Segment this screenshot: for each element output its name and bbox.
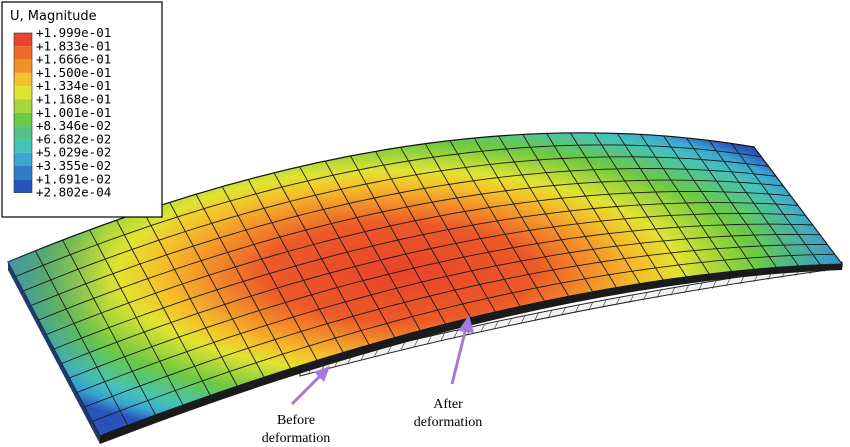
undeformed-mesh-line (547, 310, 553, 319)
mesh-line (76, 234, 821, 393)
legend-value: +1.999e-01 (36, 25, 111, 40)
legend-value: +6.682e-02 (36, 131, 111, 146)
legend-value: +8.346e-02 (36, 118, 111, 133)
legend-swatch (14, 139, 32, 153)
mesh-line (92, 253, 835, 422)
legend-swatch (14, 179, 32, 193)
before-label-line1: Before (277, 413, 315, 428)
legend: U, Magnitude +1.999e-01+1.833e-01+1.666e… (1, 1, 163, 218)
legend-swatch-frame (13, 32, 33, 193)
undeformed-mesh-line (711, 280, 717, 289)
undeformed-mesh-line (493, 321, 499, 330)
undeformed-mesh-line (400, 341, 406, 351)
undeformed-mesh-line (413, 338, 419, 348)
undeformed-mesh-line (507, 318, 512, 327)
legend-value: +3.355e-02 (36, 158, 111, 173)
before-label-line2: deformation (262, 431, 330, 446)
annotation-after: After deformation (414, 315, 482, 430)
legend-swatches (13, 32, 33, 193)
undeformed-mesh-line (427, 335, 432, 345)
legend-swatch (14, 112, 32, 127)
undeformed-mesh-line (684, 285, 689, 294)
before-arrowhead-icon (314, 366, 330, 382)
after-arrow (450, 327, 468, 385)
undeformed-mesh-line (453, 329, 459, 339)
undeformed-mesh-line (520, 315, 526, 324)
mesh-line (15, 144, 762, 277)
after-label-line1: After (433, 397, 463, 412)
legend-value: +1.833e-01 (36, 38, 111, 53)
legend-swatch (14, 86, 32, 100)
after-arrowhead-icon (458, 315, 474, 333)
legend-value: +1.666e-01 (36, 52, 111, 67)
legend-value: +5.029e-02 (36, 145, 111, 160)
undeformed-mesh-line (561, 307, 566, 316)
mesh-line (23, 156, 769, 292)
undeformed-mesh-line (440, 332, 445, 342)
undeformed-mesh-line (629, 294, 634, 303)
legend-labels: +1.999e-01+1.833e-01+1.666e-01+1.500e-01… (36, 25, 111, 200)
annotation-before: Before deformation (262, 366, 330, 446)
legend-swatch (14, 99, 32, 113)
deformed-plate (7, 132, 844, 444)
before-arrow (290, 372, 324, 406)
legend-value: +1.691e-02 (36, 171, 111, 186)
legend-swatch (14, 33, 32, 47)
legend-swatch (14, 152, 32, 166)
mesh-line (61, 213, 806, 364)
legend-swatch (14, 166, 32, 180)
mesh-line (53, 202, 799, 350)
legend-value: +1.168e-01 (36, 92, 111, 107)
after-label-line2: deformation (414, 415, 482, 430)
undeformed-mesh-line (480, 323, 485, 333)
legend-value: +1.001e-01 (36, 105, 111, 120)
mesh-line (38, 179, 784, 321)
undeformed-mesh-line (643, 292, 648, 301)
legend-swatch (14, 72, 32, 87)
mesh-line (30, 168, 777, 306)
mesh-grid (15, 132, 835, 426)
undeformed-mesh-line (698, 282, 703, 292)
legend-value: +1.334e-01 (36, 78, 111, 93)
undeformed-mesh-line (387, 344, 392, 354)
undeformed-mesh-line (574, 304, 580, 314)
undeformed-mesh-line (739, 276, 745, 285)
undeformed-mesh-line (656, 289, 662, 299)
undeformed-mesh-line (725, 278, 731, 287)
legend-swatch (14, 46, 32, 60)
legend-value: +2.802e-04 (36, 185, 111, 200)
undeformed-mesh-line (588, 302, 593, 311)
mesh-line (46, 191, 791, 335)
undeformed-mesh-line (615, 297, 621, 306)
legend-swatch (14, 126, 32, 140)
undeformed-mesh-line (602, 299, 607, 308)
mesh-line (69, 223, 813, 379)
legend-value: +1.500e-01 (36, 65, 111, 80)
undeformed-mesh-line (534, 312, 539, 322)
legend-swatch (14, 59, 32, 73)
undeformed-mesh-line (670, 287, 676, 296)
legend-title: U, Magnitude (10, 9, 97, 24)
mesh-line (84, 244, 828, 408)
